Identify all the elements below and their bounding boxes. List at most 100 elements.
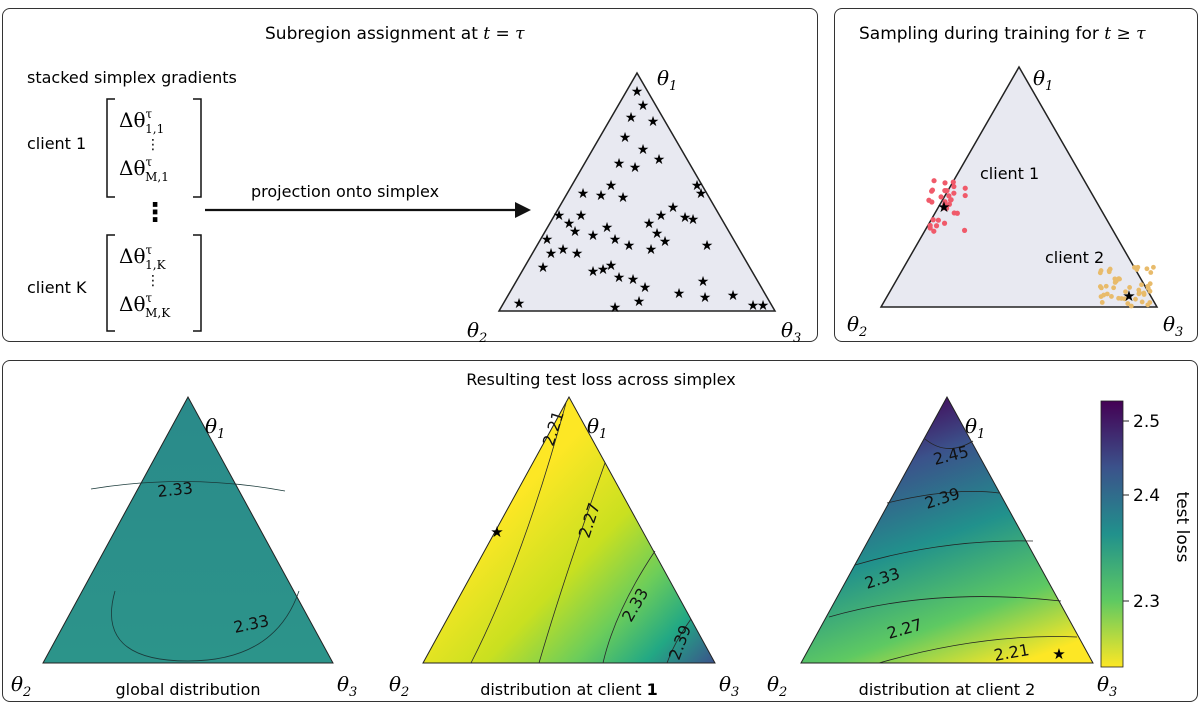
gradient-entry-bottom-k: Δθτ M,K [119,291,171,320]
colorbar-tick-3: 2.3 [1133,592,1160,612]
projected-star: ★ [647,114,660,130]
projected-star: ★ [643,216,656,232]
client-1-star: ★ [937,198,950,216]
client2-theta3: θ3 [1097,672,1117,700]
client-1-sample-point [943,188,949,194]
sampling-theta2-label: θ2 [847,312,867,340]
projected-star: ★ [623,238,636,254]
projected-star: ★ [563,216,576,232]
projected-star: ★ [625,110,638,126]
client-1-sample-point [946,193,952,199]
projected-star: ★ [605,258,618,274]
client-2-sample-point [1109,294,1114,299]
client1-theta1: θ1 [587,414,607,442]
projected-star: ★ [747,298,760,314]
projected-star: ★ [513,296,526,312]
client-1-sample-point [942,199,948,205]
client-2-sample-point [1139,299,1145,305]
client-1-sample-point [935,217,941,223]
client-1-sample-point [962,185,968,191]
projected-star: ★ [605,178,618,194]
client1-caption: distribution at client 1 [480,680,658,699]
client-1-sample-point [951,190,957,196]
projected-star: ★ [701,238,714,254]
client-1-sample-point [951,183,957,190]
stacked-gradients-label: stacked simplex gradients [27,68,237,87]
test-loss-title: Resulting test loss across simplex [466,370,735,389]
client-1-sample-point [927,225,933,231]
client2-star: ★ [1052,645,1065,663]
projected-star: ★ [655,208,668,224]
client1-theta3: θ3 [719,672,739,700]
client-1-loss-simplex: 2.21 2.27 2.33 2.39 ★ distribution at cl… [389,395,739,700]
client-2-sample-point [1151,264,1156,270]
client-2-sample-point [1101,292,1107,298]
projected-star: ★ [617,190,630,206]
client-2-sample-point [1148,270,1154,275]
global-contour-label-1: 2.33 [156,478,193,501]
client2-theta2: θ2 [767,672,787,700]
client-1-sample-point [938,194,944,200]
client-k-label: client K [27,278,87,297]
projected-star: ★ [627,272,640,288]
panel-sampling: Sampling during training for t ≥ τ ★ ★ c… [834,8,1198,342]
client-2-sample-point [1104,291,1110,297]
client-k-gradient-vector: Δθτ 1,K ⋮ Δθτ M,K [106,234,202,332]
projected-star: ★ [639,280,652,296]
projected-star: ★ [553,208,566,224]
client-2-sample-point [1132,264,1137,270]
projected-star: ★ [631,84,644,100]
simplex-triangle [497,71,777,312]
vertex-theta3-label: θ3 [781,318,801,343]
projected-star: ★ [571,246,584,262]
projected-star: ★ [629,160,642,176]
client-2-loss-simplex: 2.45 2.39 2.33 2.27 2.21 ★ distribution … [767,395,1117,700]
projected-star: ★ [601,220,614,236]
gradient-entry-bottom-1: Δθτ M,1 [119,155,169,184]
projected-star: ★ [645,242,658,258]
projected-star: ★ [667,200,680,216]
client-2-sample-point [1133,296,1138,302]
projection-arrowhead [515,202,531,218]
client-1-sample-point [931,178,937,184]
client-2-sample-point [1145,302,1151,308]
panel-sampling-svg: Sampling during training for t ≥ τ ★ ★ c… [847,24,1183,340]
panel-test-loss-svg: Resulting test loss across simplex 2.33 … [11,370,1192,700]
projected-star: ★ [537,260,550,276]
projected-star: ★ [587,264,600,280]
sampling-title: Sampling during training for t ≥ τ [859,24,1146,44]
client-1-sample-point [961,227,968,233]
client-2-sample-point [1111,285,1117,291]
client-1-gradient-vector: Δθτ 1,1 ⋮ Δθτ M,1 [106,98,202,198]
global-theta2: θ2 [11,672,31,700]
client-2-sample-point [1128,303,1134,309]
client-1-label: client 1 [27,134,86,153]
projected-star: ★ [673,286,686,302]
projected-star: ★ [691,178,704,194]
client-1-sample-point [950,179,956,185]
client-1-sample-point [946,201,953,207]
client-2-sample-point [1125,301,1131,306]
global-theta3: θ3 [337,672,357,700]
projected-star: ★ [609,300,622,316]
client-1-sample-point [930,217,936,223]
client-1-sample-point [926,197,932,203]
subregion-title: Subregion assignment at t = τ [265,24,525,44]
client-2-sample-point [1098,268,1104,273]
projected-star: ★ [651,226,664,242]
projected-star: ★ [697,274,710,290]
sampling-theta1-label: θ1 [1033,66,1053,94]
projected-stars: ★★★ ★★★★ ★ ★★★ ★★ ★★★★ ★★ ★ ★★ ★★ ★★★ ★★★★★★★ ★ ★★★★★… [513,84,770,316]
client-1-sample-points [926,178,968,234]
client-2-sample-point [1123,289,1128,295]
client1-star: ★ [490,523,503,541]
client-1-sample-point [948,197,954,203]
projected-star: ★ [577,186,590,202]
global-caption: global distribution [115,680,260,699]
client-1-sample-point [941,220,948,226]
projected-star: ★ [613,270,626,286]
client-2-sample-point [1119,296,1124,301]
projected-star: ★ [633,294,646,310]
colorbar-tick-2: 2.4 [1133,486,1160,506]
client-1-sample-point [962,192,968,199]
